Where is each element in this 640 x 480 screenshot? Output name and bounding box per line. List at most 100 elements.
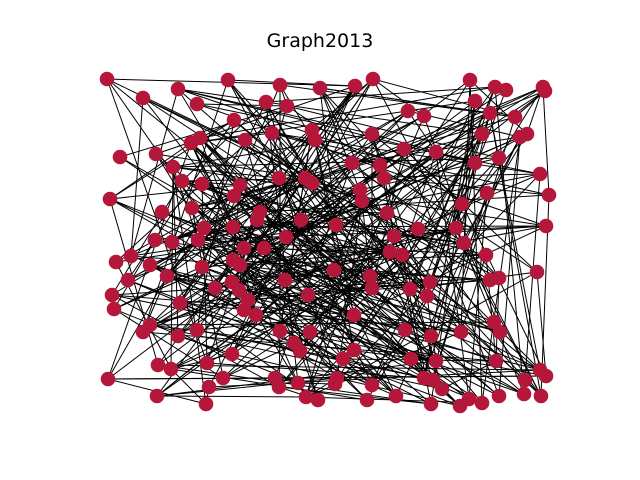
graph-node xyxy=(248,307,264,323)
graph-node xyxy=(507,109,523,125)
graph-node xyxy=(225,219,241,235)
graph-node xyxy=(256,240,272,256)
graph-node xyxy=(264,125,280,141)
graph-node xyxy=(201,379,217,395)
graph-node xyxy=(376,170,392,186)
graph-node xyxy=(120,272,136,288)
graph-edge xyxy=(469,79,483,404)
graph-node xyxy=(467,93,483,109)
graph-node xyxy=(416,108,432,124)
graph-edge xyxy=(177,88,483,135)
graph-node xyxy=(278,229,294,245)
graph-edge xyxy=(369,275,501,333)
graph-edge xyxy=(371,86,496,386)
graph-node xyxy=(428,353,444,369)
graph-edge xyxy=(284,227,457,281)
graph-edge xyxy=(542,86,550,196)
graph-node xyxy=(150,357,166,373)
graph-node xyxy=(491,388,507,404)
graph-edge xyxy=(265,86,496,103)
graph-node xyxy=(529,264,545,280)
graph-node xyxy=(272,323,288,339)
graph-node xyxy=(541,187,557,203)
graph-edge xyxy=(407,110,437,153)
graph-node xyxy=(461,391,477,407)
graph-edge xyxy=(181,180,397,397)
graph-node xyxy=(112,149,128,165)
graph-edge xyxy=(485,254,497,362)
graph-node xyxy=(448,220,464,236)
graph-edge xyxy=(299,86,496,352)
graph-node xyxy=(194,176,210,192)
graph-node xyxy=(482,105,498,121)
graph-edge xyxy=(393,235,431,283)
graph-node xyxy=(199,355,215,371)
graph-edge xyxy=(199,86,496,139)
graph-node xyxy=(196,220,212,236)
graph-edge xyxy=(109,142,192,200)
graph-node xyxy=(467,155,483,171)
graph-node xyxy=(538,368,554,384)
graph-node xyxy=(425,372,441,388)
graph-node xyxy=(236,302,252,318)
graph-node xyxy=(312,80,328,96)
graph-edge xyxy=(429,203,463,283)
graph-node xyxy=(346,342,362,358)
graph-node xyxy=(454,196,470,212)
graph-node xyxy=(277,272,293,288)
graph-node xyxy=(307,132,323,148)
graph-edge xyxy=(469,79,528,135)
graph-node xyxy=(419,288,435,304)
graph-node xyxy=(174,173,190,189)
graph-node xyxy=(123,248,139,264)
graph-edge xyxy=(304,85,356,179)
graph-node xyxy=(165,159,181,175)
graph-node xyxy=(396,141,412,157)
graph-node xyxy=(220,72,236,88)
graph-node xyxy=(533,388,549,404)
graph-node xyxy=(347,78,363,94)
graph-node xyxy=(364,280,380,296)
graph-edge xyxy=(536,271,547,377)
graph-edge xyxy=(196,78,374,331)
graph-node xyxy=(163,361,179,377)
graph-node xyxy=(231,282,247,298)
graph-edge xyxy=(181,180,241,186)
graph-node xyxy=(237,132,253,148)
graph-edge xyxy=(166,275,541,371)
graph-node xyxy=(298,389,314,405)
graph-edge xyxy=(106,78,500,397)
graph-node xyxy=(491,270,507,286)
graph-node xyxy=(346,307,362,323)
graph-edge xyxy=(386,212,465,244)
graph-node xyxy=(207,280,223,296)
graph-node xyxy=(402,281,418,297)
graph-edge xyxy=(342,358,425,379)
graph-node xyxy=(478,247,494,263)
graph-node xyxy=(100,371,116,387)
graph-node xyxy=(422,274,438,290)
graph-edge xyxy=(206,362,425,379)
graph-node xyxy=(428,144,444,160)
graph-node xyxy=(364,126,380,142)
graph-node xyxy=(148,146,164,162)
graph-edge xyxy=(181,101,267,182)
graph-edge xyxy=(177,335,233,355)
graph-edge xyxy=(156,395,307,398)
graph-nodes xyxy=(99,71,557,414)
graph-node xyxy=(290,375,306,391)
graph-node xyxy=(397,322,413,338)
graph-edge xyxy=(319,87,434,381)
graph-edge xyxy=(177,133,483,337)
graph-edge xyxy=(403,148,500,397)
graph-edge xyxy=(426,295,437,362)
graph-edge xyxy=(201,112,491,268)
graph-node xyxy=(271,379,287,395)
graph-node xyxy=(189,96,205,112)
graph-edge xyxy=(190,142,355,351)
graph-node xyxy=(434,381,450,397)
graph-node xyxy=(170,328,186,344)
graph-edge xyxy=(311,129,395,237)
graph-edge xyxy=(353,314,434,381)
graph-node xyxy=(232,257,248,273)
